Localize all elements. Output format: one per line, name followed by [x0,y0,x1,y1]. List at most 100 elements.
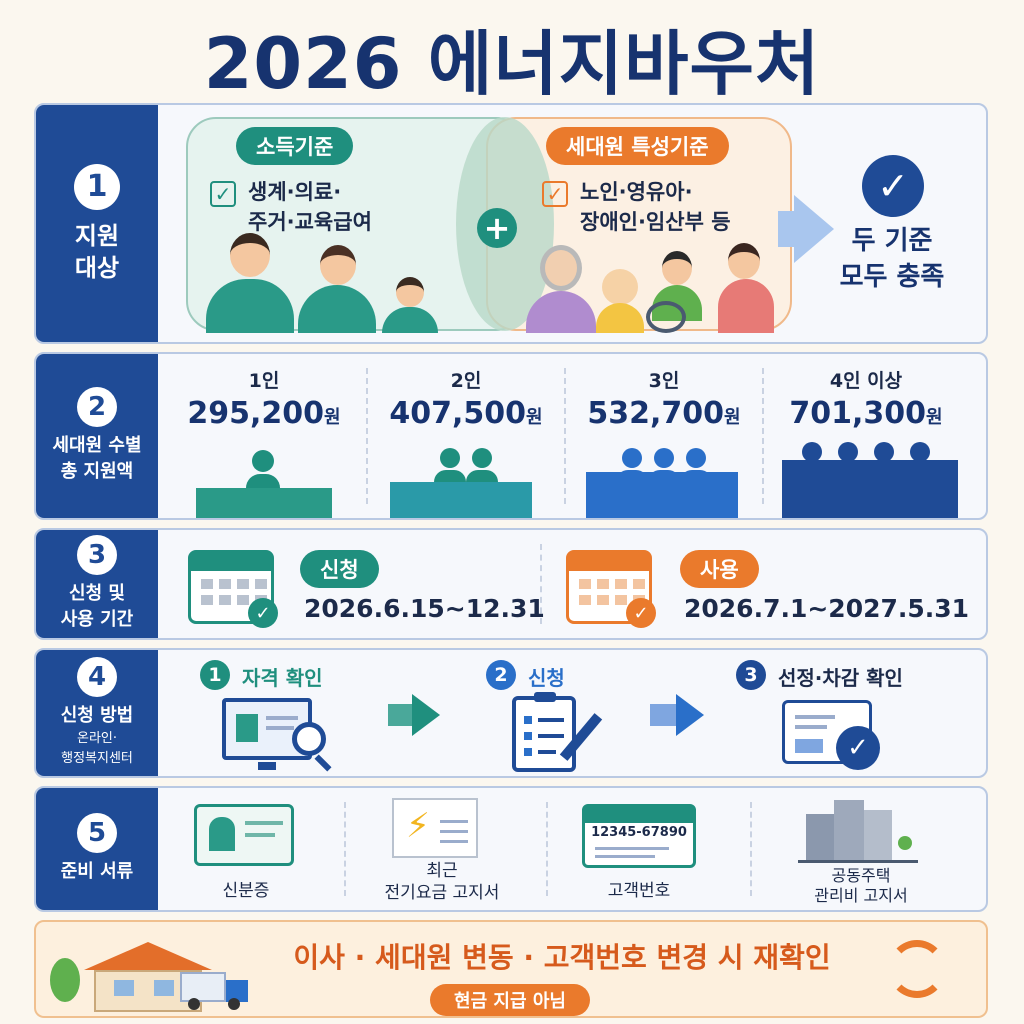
step-3: 3 선정·차감 확인 [736,660,986,690]
step-number: 5 [77,813,117,853]
row-title: 신청 방법 [60,705,134,726]
tier-4: 4인 이상 701,300원 [764,366,986,518]
family-illustration [196,233,446,333]
doc-label-line: 최근 [426,861,458,881]
row-title: 대상 [74,253,120,282]
row-documents: 5 준비 서류 신분증 ⚡ 최근 전기요금 고지서 12345-67890 고객… [34,786,988,912]
person-icon [440,448,460,468]
tier-amount: 701,300 [789,396,927,431]
customer-number-card: 12345-67890 [582,804,696,868]
step-number: 4 [77,657,117,697]
plus-icon: + [477,208,517,248]
household-tag: 세대원 특성기준 [546,127,729,165]
check-badge-icon: ✓ [248,598,278,628]
amount-bar [390,482,532,518]
checkbox-icon: ✓ [210,181,236,207]
arrow-right-icon [388,704,412,726]
page-title: 2026 에너지바우처 [203,23,821,105]
row-title: 신청 및 [69,583,125,604]
cash-notice-badge: 현금 지급 아님 [430,984,590,1016]
use-tag: 사용 [680,550,759,588]
household-text: 노인·영유아· [580,180,693,204]
person-icon [252,450,274,472]
row-label: 4 신청 방법 온라인· 행정복지센터 [36,650,158,776]
check-circle-icon: ✓ [862,155,924,217]
step-number: 2 [77,387,117,427]
row-title: 총 지원액 [60,461,134,482]
checkbox-icon: ✓ [542,181,568,207]
row-subtitle: 온라인· [76,731,117,746]
tier-amount: 532,700 [587,396,725,431]
magnifier-icon [292,722,326,756]
row-label: 5 준비 서류 [36,788,158,910]
amount-bar [586,472,738,518]
income-text: 주거·교육급여 [248,210,372,234]
row-title: 지원 [74,221,120,250]
tree-icon [50,958,80,1002]
row-title: 사용 기간 [60,609,134,630]
doc-label: 공동주택 관리비 고지서 [766,866,956,906]
footer-notice-panel: 이사 · 세대원 변동 · 고객번호 변경 시 재확인 현금 지급 아님 [34,920,988,1018]
income-tag: 소득기준 [236,127,354,165]
row-periods: 3 신청 및 사용 기간 ✓ 신청 2026.6.15~12.31 ✓ 사용 2… [34,528,988,640]
step-number: 1 [74,163,120,210]
tier-people: 3인 [648,370,680,392]
customer-number: 12345-67890 [591,825,687,840]
row-subtitle: 행정복지센터 [61,751,133,766]
person-icon [622,448,642,468]
tier-unit: 원 [324,407,341,428]
row-eligibility: 1 지원 대상 + 소득기준 ✓ 생계·의료· 주거·교육급여 세대원 특성기준… [34,103,988,344]
doc-label: 고객번호 [607,881,671,901]
tier-unit: 원 [724,407,741,428]
house-icon [84,942,212,1014]
step-label: 선정·차감 확인 [778,666,903,690]
person-icon [874,442,894,462]
calendar-icon [566,550,652,624]
tier-1: 1인 295,200원 [166,366,362,518]
household-text: 장애인·임산부 등 [580,210,731,234]
person-icon [838,442,858,462]
doc-label-line: 관리비 고지서 [814,886,908,905]
refresh-icon [888,940,946,998]
step-number-badge: 2 [486,660,516,690]
step-label: 자격 확인 [242,666,323,690]
apartment-icon [798,800,918,863]
row-title: 준비 서류 [60,861,134,882]
amount-bar [782,460,958,518]
result-text: 모두 충족 [839,262,945,292]
tier-amount: 295,200 [187,396,325,431]
step-label: 신청 [528,666,565,690]
row-label: 3 신청 및 사용 기간 [36,530,158,638]
check-circle-icon: ✓ [836,726,880,770]
tier-2: 2인 407,500원 [368,366,564,518]
row-amounts: 2 세대원 수별 총 지원액 1인 295,200원 2인 407,500원 3… [34,352,988,520]
tier-unit: 원 [926,407,943,428]
doc-label: 신분증 [222,881,270,901]
row-method: 4 신청 방법 온라인· 행정복지센터 1 자격 확인 2 신청 3 선정·차감… [34,648,988,778]
step-number: 3 [77,535,117,575]
amount-bar [196,488,332,518]
step-number-badge: 3 [736,660,766,690]
truck-icon [180,972,250,1010]
tier-people: 4인 이상 [829,370,903,392]
id-card-icon [194,804,294,866]
footer-notice: 이사 · 세대원 변동 · 고객번호 변경 시 재확인 [293,941,831,974]
apply-tag: 신청 [300,550,379,588]
person-icon [654,448,674,468]
person-icon [246,474,280,488]
step-1: 1 자격 확인 [200,660,430,690]
use-period: 2026.7.1~2027.5.31 [684,594,970,623]
household-illustration [526,241,786,333]
result-text: 두 기준 [851,226,933,256]
person-icon [686,448,706,468]
arrow-right-icon [794,195,834,263]
row-label: 2 세대원 수별 총 지원액 [36,354,158,518]
check-badge-icon: ✓ [626,598,656,628]
apply-period: 2026.6.15~12.31 [304,594,545,623]
person-icon [802,442,822,462]
income-text: 생계·의료· [248,180,342,204]
electric-bill-icon: ⚡ [392,798,478,858]
tier-unit: 원 [526,407,543,428]
arrow-shaft [778,211,796,247]
step-number-badge: 1 [200,660,230,690]
